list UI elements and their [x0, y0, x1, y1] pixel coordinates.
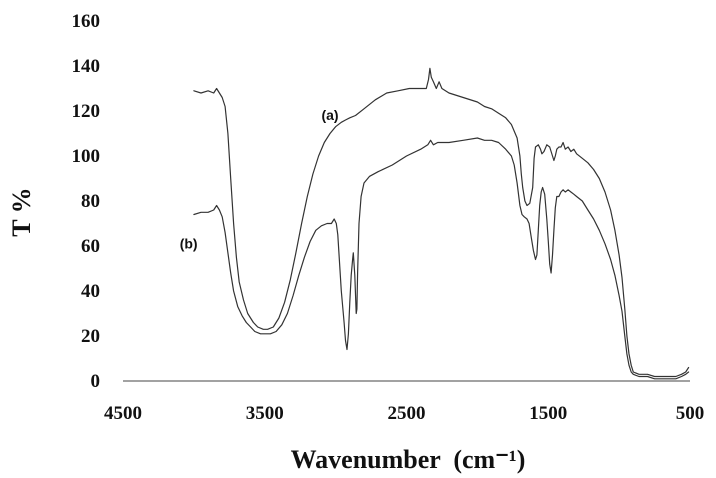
y-axis-ticks: 0 20 40 60 80 100 120 140 160	[72, 11, 101, 392]
series-label-a: (a)	[321, 107, 338, 123]
series-line-a	[193, 67, 690, 378]
y-tick-label: 100	[72, 146, 101, 167]
y-tick-label: 160	[72, 11, 101, 32]
y-tick-label: 20	[81, 326, 100, 347]
x-axis-ticks: 4500 3500 2500 1500 500	[104, 403, 704, 424]
x-tick-label: 1500	[529, 403, 567, 424]
y-tick-label: 40	[81, 281, 100, 302]
x-axis-title: Wavenumber (cm⁻¹)	[291, 445, 526, 474]
y-axis-title: T %	[7, 187, 36, 236]
series-lines	[193, 67, 690, 380]
series-label-b: (b)	[180, 235, 198, 251]
y-tick-label: 0	[91, 371, 101, 392]
y-tick-label: 60	[81, 236, 100, 257]
series-line-b	[193, 137, 690, 380]
x-tick-label: 4500	[104, 403, 142, 424]
series-labels: (a) (b)	[180, 107, 339, 251]
x-tick-label: 3500	[246, 403, 284, 424]
x-tick-label: 2500	[388, 403, 426, 424]
x-tick-label: 500	[676, 403, 705, 424]
y-tick-label: 120	[72, 101, 101, 122]
y-tick-label: 80	[81, 191, 100, 212]
y-tick-label: 140	[72, 56, 101, 77]
